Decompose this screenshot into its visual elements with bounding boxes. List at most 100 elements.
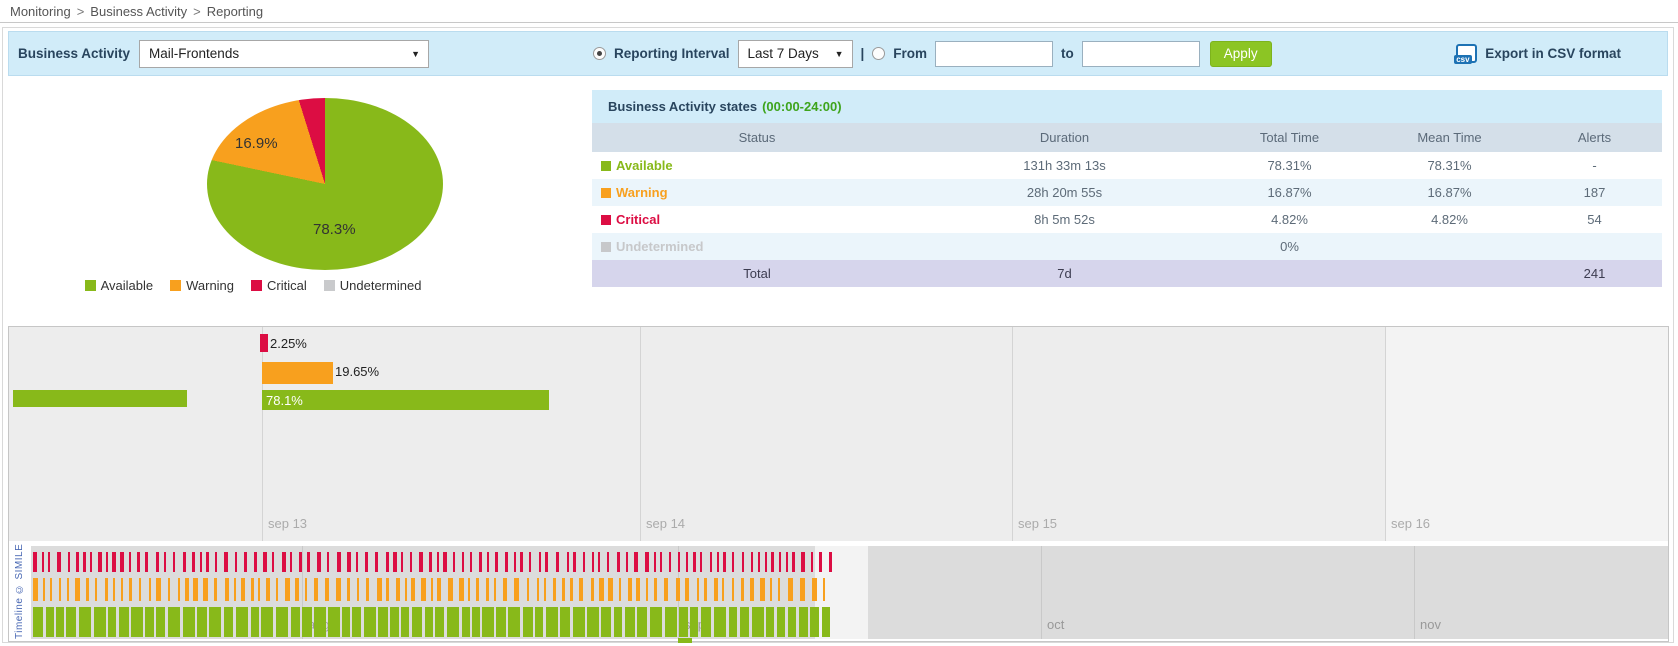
day-gridline xyxy=(640,327,641,541)
tick-available xyxy=(236,607,248,637)
tick-critical xyxy=(307,552,310,572)
timeline-brand: Timeline © SIMILE xyxy=(14,543,25,639)
tick-critical xyxy=(654,552,656,572)
custom-range-radio[interactable] xyxy=(872,47,886,60)
tick-available xyxy=(573,607,585,637)
tick-available xyxy=(690,607,698,637)
tick-critical xyxy=(299,552,302,572)
business-activity-label: Business Activity xyxy=(18,46,131,61)
tick-warning xyxy=(494,578,496,601)
states-title: Business Activity states xyxy=(608,99,758,114)
cell-total-time: 4.82% xyxy=(1271,212,1308,227)
tick-critical xyxy=(290,552,292,572)
breadcrumb-monitoring[interactable]: Monitoring xyxy=(10,4,71,19)
pie-legend: Available Warning Critical Undetermined xyxy=(8,278,498,293)
tick-warning xyxy=(59,578,61,601)
tick-available xyxy=(614,607,622,637)
tick-critical xyxy=(786,552,788,572)
cell-status: Warning xyxy=(592,179,922,206)
critical-bar xyxy=(260,334,268,352)
tick-critical xyxy=(164,552,166,572)
tick-warning xyxy=(676,578,680,601)
timeline-panel: sep 13 sep 14 sep 15 sep 16 2.25% 19.65% 78.1%… xyxy=(8,326,1669,643)
tick-available xyxy=(822,607,830,637)
tick-critical xyxy=(765,552,767,572)
tick-critical xyxy=(520,552,523,572)
tick-warning xyxy=(366,578,369,601)
available-bar-previous xyxy=(13,390,187,407)
tick-critical xyxy=(48,552,50,572)
tick-warning xyxy=(537,578,539,601)
tick-warning xyxy=(411,578,415,601)
tick-critical xyxy=(660,552,662,572)
to-date-input[interactable] xyxy=(1081,40,1200,67)
cell-mean-time: 4.82% xyxy=(1431,212,1468,227)
month-label-oct: oct xyxy=(1047,617,1065,632)
tick-available xyxy=(679,607,688,637)
states-table: Status Duration Total Time Mean Time Alerts A… xyxy=(592,123,1662,287)
tick-critical xyxy=(375,552,378,572)
tick-critical xyxy=(120,552,124,572)
tick-warning xyxy=(459,578,464,601)
tick-available xyxy=(401,607,409,637)
tick-critical xyxy=(626,552,628,572)
tick-critical xyxy=(410,552,412,572)
tick-warning xyxy=(314,578,318,601)
timeline-main-band[interactable]: sep 13 sep 14 sep 15 sep 16 2.25% 19.65% 78.1% xyxy=(9,327,1668,541)
tick-critical xyxy=(607,552,609,572)
status-label: Available xyxy=(616,158,673,173)
export-csv-button[interactable]: csv Export in CSV format xyxy=(1454,32,1621,75)
tick-critical xyxy=(90,552,92,572)
breadcrumb-reporting[interactable]: Reporting xyxy=(206,4,264,19)
business-activity-select[interactable]: Mail-Frontends ▼ xyxy=(139,39,430,68)
tick-warning xyxy=(295,578,299,601)
tick-available xyxy=(291,607,300,637)
tick-available xyxy=(276,607,288,637)
tick-warning xyxy=(741,578,744,601)
table-row-undetermined: Undetermined 0% xyxy=(592,233,1662,260)
reporting-interval-select[interactable]: Last 7 Days ▼ xyxy=(737,39,853,68)
chevron-down-icon: ▼ xyxy=(834,48,844,59)
tick-warning xyxy=(503,578,507,601)
tick-available xyxy=(799,607,808,637)
breadcrumb-business-activity[interactable]: Business Activity xyxy=(90,4,188,19)
tick-warning xyxy=(476,578,479,601)
tick-critical xyxy=(678,552,680,572)
status-label: Undetermined xyxy=(616,239,704,254)
tick-available xyxy=(587,607,599,637)
col-header-total-time: Total Time xyxy=(1207,123,1372,152)
status-label: Warning xyxy=(616,185,668,200)
tick-critical xyxy=(112,552,116,572)
cell-duration: 7d xyxy=(1057,266,1072,281)
tick-available xyxy=(46,607,54,637)
tick-critical xyxy=(617,552,620,572)
table-row-available: Available 131h 33m 13s 78.31% 78.31% - xyxy=(592,152,1662,179)
warning-bar xyxy=(262,362,333,384)
tick-available xyxy=(560,607,570,637)
tick-warning xyxy=(405,578,407,601)
warning-swatch xyxy=(601,188,611,198)
tick-available xyxy=(508,607,520,637)
tick-warning xyxy=(823,578,825,601)
tick-available xyxy=(472,607,480,637)
cell-mean-time xyxy=(1372,260,1527,287)
legend-label: Undetermined xyxy=(339,278,422,293)
reporting-interval-radio[interactable] xyxy=(593,47,606,60)
tick-warning xyxy=(527,578,529,601)
tick-warning xyxy=(325,578,329,601)
tick-critical xyxy=(282,552,286,572)
legend-item-critical: Critical xyxy=(251,278,307,293)
tick-warning xyxy=(95,578,97,601)
timeline-overview-band[interactable]: augsepoctnov xyxy=(31,546,1668,643)
tick-critical xyxy=(792,552,795,572)
tick-critical xyxy=(42,552,44,572)
from-date-input[interactable] xyxy=(935,40,1054,67)
tick-critical xyxy=(811,552,813,572)
tick-available xyxy=(462,607,470,637)
tick-critical xyxy=(598,552,600,572)
tick-critical xyxy=(327,552,329,572)
tick-critical xyxy=(356,552,358,572)
tick-available xyxy=(766,607,774,637)
apply-button[interactable]: Apply xyxy=(1209,40,1272,67)
tick-critical xyxy=(732,552,734,572)
